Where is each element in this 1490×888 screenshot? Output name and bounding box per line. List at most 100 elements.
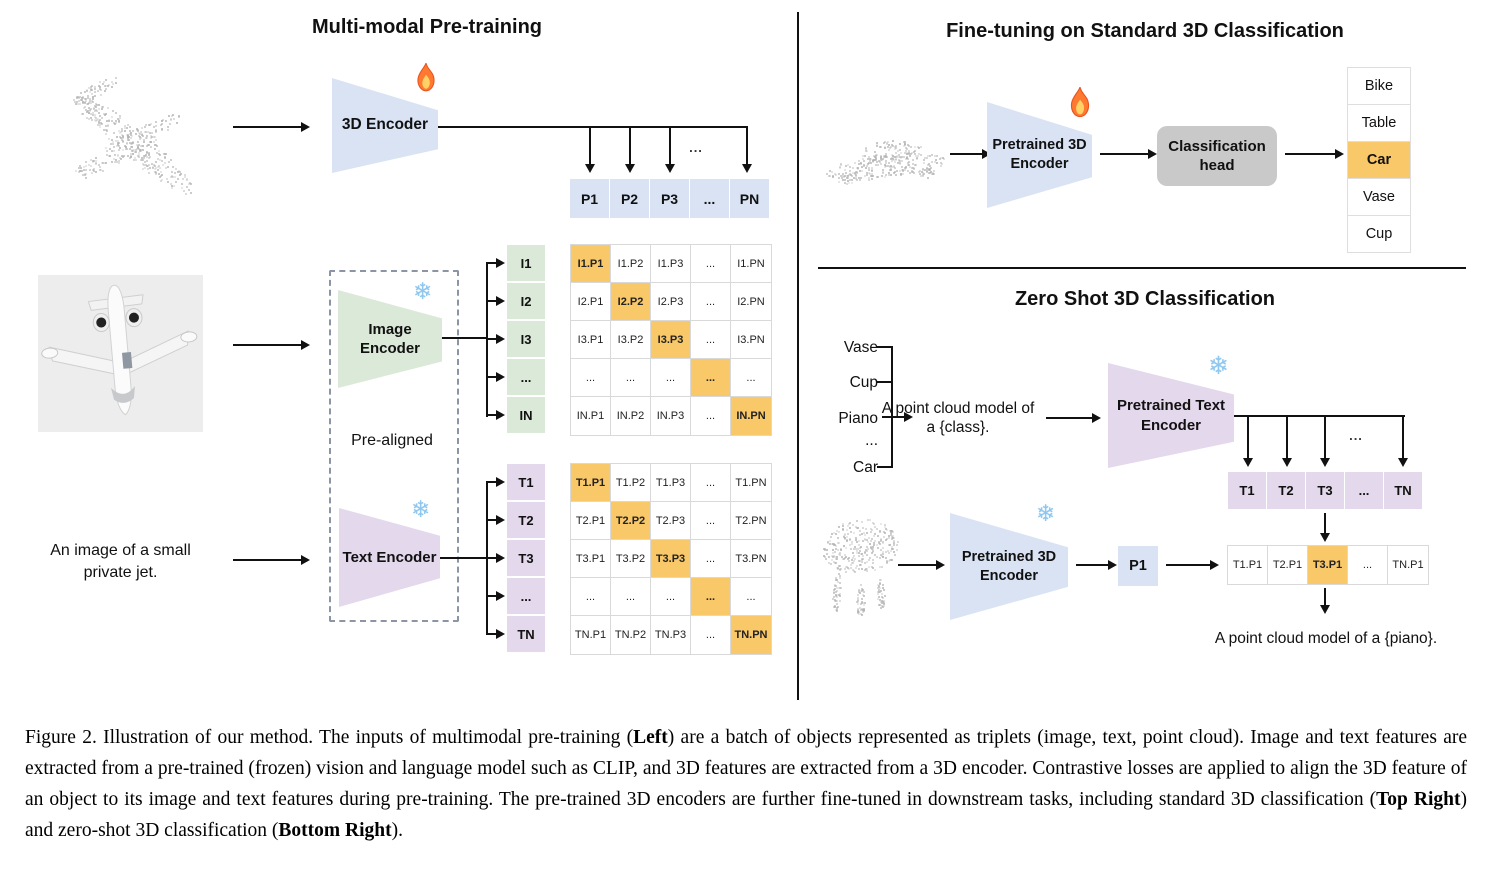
point [876, 584, 879, 587]
point [845, 546, 848, 549]
point [856, 603, 859, 606]
point [910, 171, 913, 174]
point [144, 154, 147, 157]
point [144, 130, 147, 133]
similarity-cell: T2.P1 [1268, 546, 1308, 584]
point [866, 165, 869, 168]
arrowhead [1320, 533, 1330, 542]
arrow-line [442, 337, 488, 339]
point [856, 593, 859, 596]
arrowhead [1320, 605, 1330, 614]
point [912, 162, 915, 165]
point [126, 147, 129, 150]
point [121, 148, 124, 151]
point [898, 159, 901, 162]
point [102, 162, 105, 165]
point [857, 162, 860, 165]
point [150, 122, 153, 125]
point [888, 558, 891, 561]
point [146, 159, 149, 162]
point [911, 169, 914, 172]
point [117, 153, 120, 156]
point [857, 540, 860, 543]
similarity-cell: ... [691, 502, 731, 540]
point [164, 119, 167, 122]
point [870, 166, 873, 169]
point [863, 552, 866, 555]
point [146, 137, 149, 140]
point [114, 119, 117, 122]
point [872, 551, 875, 554]
point [857, 560, 860, 563]
similarity-cell: I1.PN [731, 245, 771, 283]
point [879, 579, 882, 582]
point [886, 140, 889, 143]
point [838, 531, 841, 534]
point [851, 175, 854, 178]
point [111, 141, 114, 144]
point [915, 156, 918, 159]
point [837, 605, 840, 608]
point [148, 153, 151, 156]
point [142, 144, 145, 147]
point [886, 537, 889, 540]
point [94, 91, 97, 93]
arrow-line [488, 633, 497, 635]
point [899, 172, 902, 175]
point [109, 148, 112, 151]
point [880, 157, 883, 160]
point [148, 172, 151, 175]
arrow-line [233, 126, 303, 128]
point [117, 130, 120, 133]
drop-line [746, 127, 748, 166]
point [76, 103, 79, 106]
point [113, 122, 116, 125]
point [871, 528, 874, 531]
point [85, 168, 88, 171]
point [835, 608, 838, 611]
caption-text: ). [391, 820, 403, 841]
point [155, 143, 158, 146]
point [876, 142, 879, 145]
point [837, 549, 840, 552]
point [887, 144, 890, 147]
point [874, 526, 877, 529]
point [124, 129, 127, 132]
point [882, 530, 885, 533]
point [871, 160, 874, 163]
point [83, 100, 86, 103]
point [831, 171, 834, 174]
point [867, 169, 870, 172]
point [883, 166, 886, 169]
point [838, 599, 841, 602]
point [131, 153, 134, 156]
point [880, 158, 883, 161]
point [906, 152, 909, 155]
point [158, 159, 161, 162]
point [159, 175, 162, 178]
point [154, 148, 157, 151]
t-feature-cell: TN [1384, 472, 1422, 509]
point [871, 522, 874, 525]
point [876, 592, 879, 595]
point [858, 534, 861, 537]
point [130, 137, 133, 140]
point [890, 158, 893, 161]
arrow-line [1076, 564, 1110, 566]
point [91, 95, 94, 98]
point [142, 158, 145, 161]
point [858, 564, 861, 567]
point [838, 167, 841, 170]
point [860, 545, 863, 548]
point [914, 149, 917, 152]
point [181, 177, 184, 180]
point [184, 192, 187, 195]
point [77, 97, 80, 100]
point [136, 154, 139, 157]
point [864, 561, 867, 564]
point [95, 162, 98, 165]
point [853, 547, 856, 550]
point [839, 175, 842, 178]
point [874, 539, 877, 542]
point [91, 92, 94, 95]
